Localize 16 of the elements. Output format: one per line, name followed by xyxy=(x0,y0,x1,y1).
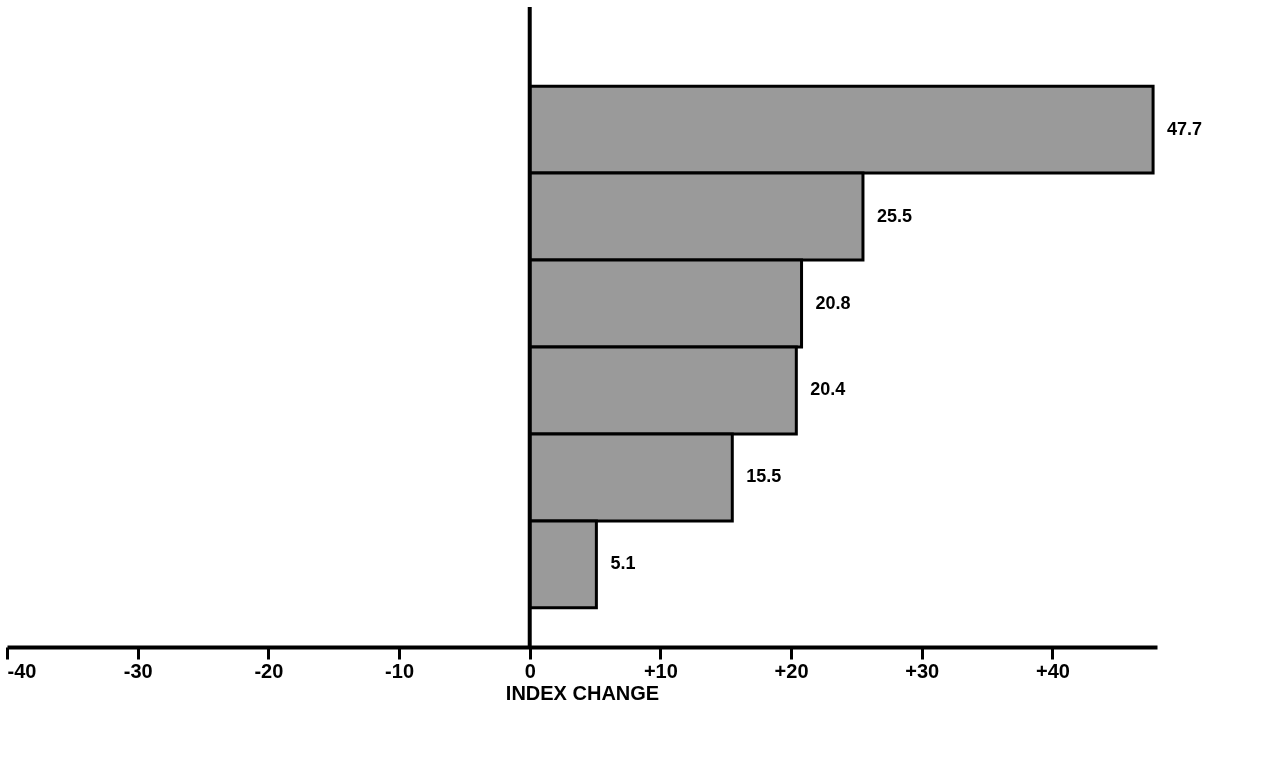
x-tick-label: -10 xyxy=(385,659,414,682)
x-tick-label: 0 xyxy=(524,659,536,682)
x-tick-label: +20 xyxy=(774,659,809,682)
x-tick-label: +10 xyxy=(643,659,678,682)
x-tick-label: +30 xyxy=(905,659,940,682)
data-label: 20.4 xyxy=(810,379,846,400)
x-tick-label: -20 xyxy=(254,659,284,682)
x-axis-title: INDEX CHANGE xyxy=(505,681,660,704)
x-tick-label: -30 xyxy=(123,659,153,682)
x-tick-label: +40 xyxy=(1035,659,1070,682)
data-label: 5.1 xyxy=(610,553,636,574)
x-tick-label: -40 xyxy=(7,659,37,682)
data-label: 15.5 xyxy=(746,466,782,487)
data-label: 25.5 xyxy=(876,205,913,226)
data-label: 20.8 xyxy=(815,292,851,313)
data-label: 47.7 xyxy=(1167,118,1203,139)
